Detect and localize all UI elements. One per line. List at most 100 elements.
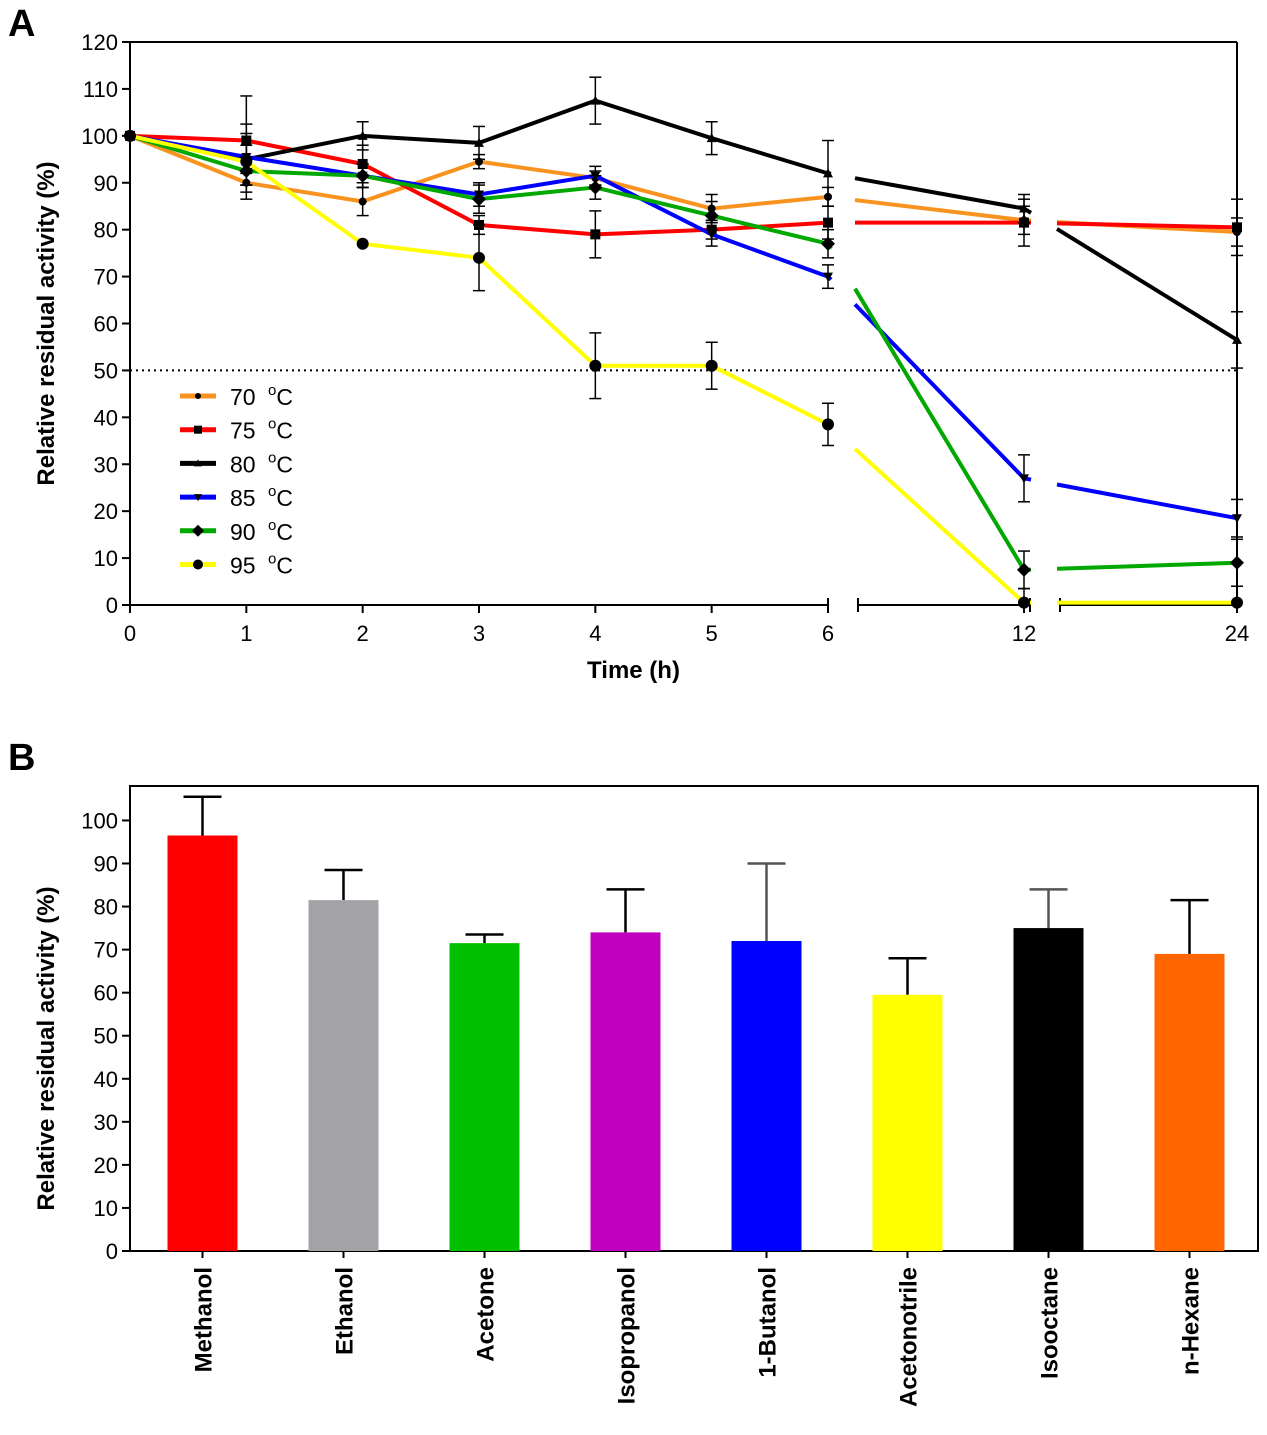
data-point bbox=[589, 359, 602, 372]
y-tick-label: 120 bbox=[81, 30, 118, 55]
data-point bbox=[590, 95, 601, 105]
series-line-segment bbox=[710, 363, 829, 427]
x-tick-label: 12 bbox=[1012, 621, 1036, 646]
y-tick-label: 30 bbox=[94, 1110, 118, 1135]
series-line-segment bbox=[854, 198, 1025, 223]
data-point bbox=[590, 229, 601, 240]
data-point bbox=[358, 197, 367, 206]
legend-marker bbox=[194, 425, 202, 434]
y-tick-label: 80 bbox=[94, 895, 118, 920]
y-tick-label: 40 bbox=[94, 1067, 118, 1092]
y-axis-title-b: Relative residual activity (%) bbox=[33, 886, 60, 1210]
data-point bbox=[1017, 562, 1031, 577]
series-line-segment bbox=[478, 222, 596, 237]
y-tick-label: 80 bbox=[94, 218, 118, 243]
y-tick-label: 20 bbox=[94, 1153, 118, 1178]
data-point bbox=[473, 251, 485, 264]
legend-label: 75 oC bbox=[230, 416, 293, 444]
legend-label: 95 oC bbox=[230, 551, 293, 579]
legend-unit: C bbox=[276, 384, 293, 410]
data-point bbox=[823, 272, 833, 282]
data-point bbox=[474, 137, 484, 147]
category-label: Isopropanol bbox=[614, 1267, 641, 1404]
data-point bbox=[823, 217, 833, 228]
legend-unit: C bbox=[276, 451, 293, 477]
series-line-segment bbox=[711, 220, 829, 232]
series-group bbox=[123, 76, 1244, 609]
bar-isooctane bbox=[1013, 928, 1084, 1251]
series-line-segment bbox=[245, 133, 364, 162]
y-tick-label: 0 bbox=[106, 1239, 118, 1264]
x-tick-label: 6 bbox=[822, 621, 834, 646]
data-point bbox=[1232, 514, 1242, 524]
data-point bbox=[124, 129, 136, 142]
y-tick-label: 100 bbox=[81, 808, 118, 833]
y-tick-label: 110 bbox=[83, 77, 118, 102]
legend-degree-sup: o bbox=[268, 416, 276, 433]
bars-group: Methanol Ethanol Acetone Isopropanol 1-Butan… bbox=[167, 795, 1225, 1407]
legend-label-value: 85 bbox=[230, 485, 256, 511]
series-line-segment bbox=[129, 133, 247, 164]
y-tick-label: 90 bbox=[94, 852, 118, 877]
series-line-segment bbox=[478, 98, 597, 145]
data-point bbox=[1232, 334, 1242, 344]
y-tick-label: 60 bbox=[94, 981, 118, 1006]
legend-label-value: 80 bbox=[230, 451, 256, 477]
x-tick-label: 3 bbox=[473, 621, 485, 646]
data-point bbox=[588, 180, 603, 195]
y-axis-title-a: Relative residual activity (%) bbox=[33, 161, 60, 485]
legend-degree-sup: o bbox=[268, 382, 276, 399]
series-line-segment bbox=[853, 287, 1026, 571]
series-line-segment bbox=[245, 160, 364, 246]
series-line-segment bbox=[362, 159, 480, 204]
series-line-segment bbox=[1056, 482, 1238, 521]
x-tick-label: 5 bbox=[706, 621, 718, 646]
axes-b: 0 10 20 30 40 50 60 70 80 90 100 bbox=[81, 785, 1259, 1264]
x-tick-label: 0 bbox=[124, 621, 136, 646]
y-tick-label: 0 bbox=[106, 593, 118, 618]
series-line-segment bbox=[854, 176, 1025, 211]
series-line-segment bbox=[245, 138, 364, 166]
series-line-segment bbox=[246, 180, 363, 204]
legend-marker bbox=[194, 494, 202, 502]
data-point bbox=[1232, 222, 1242, 233]
x-tick-label: 24 bbox=[1225, 621, 1249, 646]
series-line-segment bbox=[1055, 227, 1239, 342]
legend-label: 85 oC bbox=[230, 483, 293, 511]
series-line-segment bbox=[711, 213, 829, 246]
y-tick-label: 30 bbox=[94, 452, 118, 477]
y-tick-label: 10 bbox=[94, 546, 118, 571]
data-point bbox=[822, 418, 834, 431]
y-tick-label: 60 bbox=[94, 312, 118, 337]
series-line-segment bbox=[246, 154, 363, 178]
x-axis-title-a: Time (h) bbox=[587, 657, 680, 684]
series-75C bbox=[125, 95, 1243, 259]
category-label: Isooctane bbox=[1037, 1267, 1064, 1379]
legend-label-value: 95 bbox=[230, 553, 256, 579]
series-line-segment bbox=[477, 256, 597, 368]
series-line-segment bbox=[594, 185, 713, 218]
data-point bbox=[706, 230, 717, 240]
series-line-segment bbox=[594, 98, 713, 141]
y-tick-label: 40 bbox=[94, 405, 118, 430]
data-point bbox=[355, 168, 370, 183]
data-point bbox=[823, 168, 833, 178]
legend-marker bbox=[192, 524, 204, 537]
legend-degree-sup: o bbox=[268, 551, 276, 568]
data-point bbox=[1019, 203, 1029, 213]
category-label: Methanol bbox=[191, 1267, 218, 1372]
bar-methanol bbox=[167, 835, 238, 1251]
series-line-segment bbox=[361, 162, 480, 227]
legend-label-value: 75 bbox=[230, 418, 256, 444]
series-line-segment bbox=[362, 173, 480, 202]
data-point bbox=[356, 237, 369, 250]
legend-unit: C bbox=[276, 553, 293, 579]
bar-ethanol bbox=[308, 900, 379, 1251]
legend-degree-sup: o bbox=[268, 449, 276, 466]
legend-unit: C bbox=[276, 418, 293, 444]
series-line-segment bbox=[1056, 221, 1238, 230]
y-tick-label: 50 bbox=[94, 1024, 118, 1049]
series-line-segment bbox=[710, 232, 829, 279]
data-point bbox=[1230, 555, 1244, 570]
series-line-segment bbox=[594, 173, 713, 237]
